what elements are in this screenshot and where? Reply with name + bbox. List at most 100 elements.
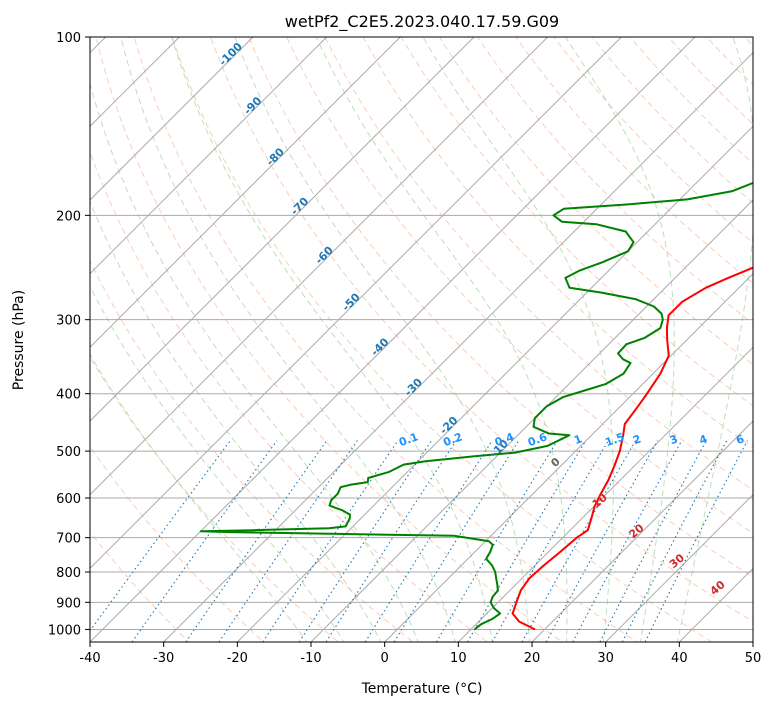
isotherm-line bbox=[678, 567, 753, 642]
x-axis-label: Temperature (°C) bbox=[361, 681, 483, 697]
isotherm-line bbox=[605, 493, 753, 642]
x-tick-label: 50 bbox=[745, 651, 762, 666]
mixing-ratio-line bbox=[185, 440, 328, 642]
mixing-ratio-line bbox=[491, 440, 609, 642]
x-tick-label: 20 bbox=[524, 651, 541, 666]
moist-adiabat bbox=[90, 81, 419, 642]
x-tick-label: -20 bbox=[227, 651, 248, 666]
isotherm-line bbox=[236, 125, 753, 642]
moist-adiabat bbox=[120, 37, 456, 642]
dry-adiabat bbox=[324, 37, 753, 491]
dry-adiabat bbox=[756, 10, 775, 645]
dry-adiabat bbox=[477, 37, 753, 325]
mixing-ratio-label: 0.1 bbox=[397, 430, 420, 449]
mixing-ratio-line bbox=[467, 440, 587, 642]
y-tick-label: 500 bbox=[56, 445, 81, 460]
isotherm-label: -40 bbox=[368, 335, 391, 358]
y-tick-label: 100 bbox=[56, 31, 81, 46]
mixing-ratio-line bbox=[298, 440, 432, 642]
x-tick-label: 0 bbox=[381, 651, 389, 666]
isotherm-line bbox=[90, 37, 401, 349]
mixing-ratio-line bbox=[218, 440, 358, 642]
mixing-ratio-label: 1 bbox=[572, 432, 584, 447]
y-tick-label: 800 bbox=[56, 566, 81, 581]
mixing-ratio-label: 4 bbox=[697, 432, 709, 447]
y-tick-label: 700 bbox=[56, 532, 81, 547]
mixing-ratio-line bbox=[599, 440, 707, 642]
isotherm-line bbox=[310, 199, 753, 642]
y-tick-label: 400 bbox=[56, 388, 81, 403]
isotherm-label: -80 bbox=[264, 145, 287, 168]
line-labels: -100-90-80-70-60-50-40-30-20-100.1 0.2 0.4… bbox=[216, 40, 775, 598]
isotherm-line bbox=[163, 51, 753, 642]
moist-adiabat bbox=[315, 37, 568, 642]
mixing-ratio-line bbox=[435, 440, 558, 642]
dry-adiabat bbox=[591, 37, 753, 204]
y-tick-label: 900 bbox=[56, 596, 81, 611]
isotherm-label: -70 bbox=[288, 195, 311, 218]
mixing-ratio-label: 0.2 bbox=[441, 430, 464, 449]
background-lines bbox=[90, 10, 775, 645]
mixing-ratio-line bbox=[545, 440, 659, 642]
moist-adiabat bbox=[171, 37, 493, 642]
x-tick-label: -40 bbox=[79, 651, 100, 666]
isotherm-line bbox=[90, 37, 254, 201]
dry-adiabat bbox=[209, 37, 753, 623]
isotherm-label: -50 bbox=[340, 290, 363, 313]
dry-adiabat bbox=[95, 37, 564, 642]
isotherm-line bbox=[90, 37, 549, 496]
moist-adiabat bbox=[90, 200, 382, 642]
dry-adiabat bbox=[667, 37, 753, 125]
isotherm-line bbox=[752, 641, 753, 642]
isotherm-line bbox=[384, 272, 753, 642]
adiabat-label: 0 bbox=[548, 455, 562, 470]
dry-adiabat bbox=[744, 37, 753, 47]
moist-adiabat bbox=[422, 37, 614, 642]
mixing-ratio-label: 0.6 bbox=[526, 430, 549, 449]
dry-adiabat bbox=[133, 37, 638, 642]
x-tick-label: -30 bbox=[153, 651, 174, 666]
mixing-ratio-label: 8 bbox=[764, 432, 775, 447]
mixing-ratio-line bbox=[621, 440, 728, 642]
mixing-ratio-label: 3 bbox=[668, 432, 680, 447]
dry-adiabat bbox=[90, 259, 414, 642]
x-tick-label: 40 bbox=[671, 651, 688, 666]
y-tick-label: 200 bbox=[56, 209, 81, 224]
dry-adiabat bbox=[90, 445, 265, 642]
mixing-ratio-line bbox=[521, 440, 637, 642]
x-tick-label: 30 bbox=[597, 651, 614, 666]
dry-adiabat bbox=[90, 356, 340, 642]
mixing-ratio-line bbox=[393, 440, 520, 642]
dewpoint-line bbox=[199, 181, 753, 631]
plot-frame bbox=[89, 36, 754, 643]
y-tick-label: 1000 bbox=[48, 623, 81, 638]
dry-adiabat bbox=[248, 37, 753, 578]
y-tick-label: 600 bbox=[56, 492, 81, 507]
moist-adiabat bbox=[90, 353, 308, 642]
mixing-ratio-line bbox=[572, 440, 683, 642]
mixing-ratio-label: 0.4 bbox=[493, 430, 516, 449]
chart-title: wetPf2_C2E5.2023.040.17.59.G09 bbox=[285, 12, 559, 32]
dry-adiabat bbox=[629, 37, 753, 165]
mixing-ratio-line bbox=[644, 440, 748, 642]
isotherm-label: -60 bbox=[313, 244, 336, 267]
mixing-ratio-line bbox=[262, 440, 399, 642]
y-axis-label: Pressure (hPa) bbox=[11, 290, 27, 390]
isotherm-label: -90 bbox=[241, 94, 264, 117]
isotherm-line bbox=[90, 37, 696, 642]
dry-adiabat bbox=[705, 37, 753, 86]
isotherm-line bbox=[531, 420, 753, 642]
dry-adiabat bbox=[515, 37, 753, 284]
x-tick-label: -10 bbox=[300, 651, 321, 666]
dry-adiabat bbox=[438, 37, 753, 366]
isotherm-label: -100 bbox=[216, 40, 245, 69]
mixing-ratio-label: 2 bbox=[631, 432, 643, 447]
dry-adiabat bbox=[400, 37, 753, 407]
dry-adiabat bbox=[171, 37, 713, 642]
mixing-ratio-line bbox=[131, 440, 278, 642]
isotherm-line bbox=[90, 37, 475, 422]
dry-adiabat bbox=[90, 150, 489, 642]
mixing-ratio-label: 1.5 bbox=[604, 430, 627, 449]
isotherm-line bbox=[457, 346, 753, 642]
